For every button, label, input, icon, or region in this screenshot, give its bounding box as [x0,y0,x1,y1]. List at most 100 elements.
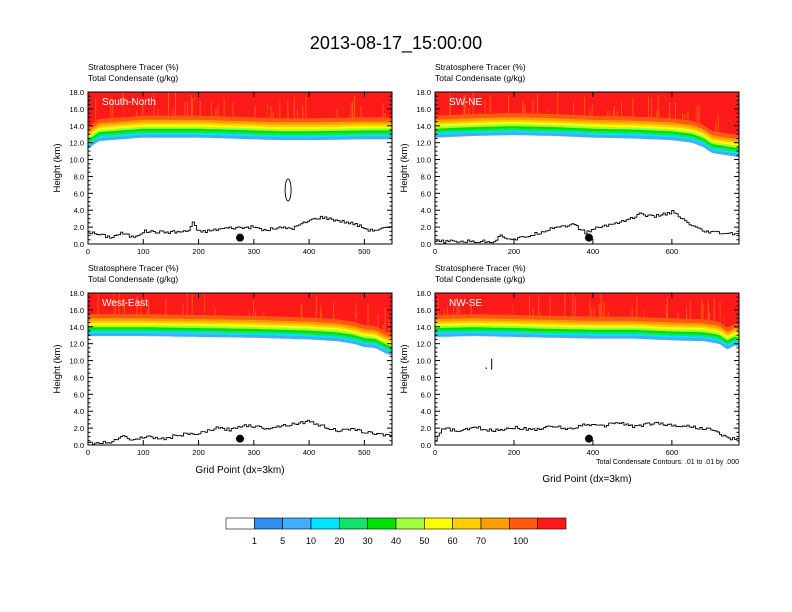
x-tick-label: 300 [248,448,261,457]
x-tick-label: 500 [358,448,371,457]
y-tick-label: 16.0 [69,306,84,315]
y-tick-label: 4.0 [74,407,84,416]
y-tick-label: 14.0 [69,122,84,131]
x-tick-label: 400 [587,247,600,256]
y-tick-label: 12.0 [69,139,84,148]
x-tick-label: 600 [666,247,679,256]
panel-sw-ne: 0.0 2.0 4.0 6.0 8.0 10.0 12.0 14.0 16.0 18.0 0 200 4… [399,62,740,256]
y-tick-label: 14.0 [69,323,84,332]
x-tick-label: 0 [433,247,437,256]
panel-label: SW-NE [449,97,482,108]
colorbar-label: 1 [252,536,257,546]
contour-footnote: Total Condensate Contours: .01 to .01 by… [596,459,739,466]
y-tick-label: 10.0 [416,156,431,165]
plot-area [88,293,392,445]
y-tick-label: 10.0 [416,357,431,366]
panel-nw-se: 0.0 2.0 4.0 6.0 8.0 10.0 12.0 14.0 16.0 18.0 0 200 4… [399,263,740,485]
y-tick-label: 18.0 [416,88,431,97]
y-tick-label: 2.0 [421,223,431,232]
subtitle-condensate: Total Condensate (g/kg) [88,274,178,284]
y-tick-label: 14.0 [416,323,431,332]
y-axis-label: Height (km) [399,143,410,192]
y-tick-label: 16.0 [416,306,431,315]
colorbar-swatch [254,517,283,530]
x-tick-label: 400 [587,448,600,457]
figure-title: 2013-08-17_15:00:00 [309,33,483,53]
colorbar-swatch [367,517,397,530]
subtitle-tracer: Stratosphere Tracer (%) [88,62,179,72]
subtitle-tracer: Stratosphere Tracer (%) [435,62,526,72]
x-tick-label: 100 [137,247,150,256]
x-tick-label: 0 [86,247,90,256]
location-marker [584,434,593,443]
x-tick-label: 200 [192,247,205,256]
plot-area [88,92,392,244]
y-tick-label: 10.0 [69,156,84,165]
plot-area [435,92,739,244]
y-tick-label: 12.0 [69,340,84,349]
x-tick-label: 300 [248,247,261,256]
troposphere-fill [88,336,392,445]
subtitle-condensate: Total Condensate (g/kg) [435,73,525,83]
colorbar-swatch [310,517,340,530]
y-tick-label: 14.0 [416,122,431,131]
y-axis-label: Height (km) [399,344,410,393]
terrain-line [88,215,392,239]
colorbar-swatch [424,517,453,530]
subtitle-condensate: Total Condensate (g/kg) [88,73,178,83]
location-marker [584,233,593,242]
colorbar: 1 5 10 20 30 40 50 60 70 100 [225,517,567,546]
y-tick-label: 0.0 [74,441,84,450]
y-tick-label: 12.0 [416,139,431,148]
y-tick-label: 12.0 [416,340,431,349]
colorbar-swatch [225,517,255,530]
x-tick-label: 200 [508,247,521,256]
y-tick-label: 2.0 [74,223,84,232]
colorbar-swatch [537,517,567,530]
y-tick-label: 6.0 [74,189,84,198]
panel-label: West-East [102,298,148,309]
subtitle-tracer: Stratosphere Tracer (%) [88,263,179,273]
colorbar-swatch [282,517,312,530]
x-axis-label: Grid Point (dx=3km) [195,465,284,476]
subtitle-condensate: Total Condensate (g/kg) [435,274,525,284]
condensate-contour [485,367,488,369]
y-tick-label: 4.0 [421,407,431,416]
y-tick-label: 16.0 [416,105,431,114]
colorbar-label: 10 [306,536,316,546]
y-tick-label: 8.0 [74,373,84,382]
y-tick-label: 2.0 [74,424,84,433]
x-tick-label: 500 [358,247,371,256]
y-tick-label: 6.0 [421,189,431,198]
x-tick-label: 200 [508,448,521,457]
panel-west-east: 0.0 2.0 4.0 6.0 8.0 10.0 12.0 14.0 16.0 18.0 0 100 2… [52,263,393,476]
colorbar-swatch [509,517,538,530]
panel-label: South-North [102,97,156,108]
troposphere-fill [435,336,739,445]
y-tick-label: 8.0 [421,373,431,382]
y-tick-label: 18.0 [69,289,84,298]
x-tick-label: 0 [433,448,437,457]
x-tick-label: 200 [192,448,205,457]
terrain-line [88,419,392,445]
colorbar-swatch [395,517,425,530]
y-tick-label: 18.0 [416,289,431,298]
colorbar-label: 50 [419,536,429,546]
location-marker [236,434,244,443]
colorbar-label: 30 [363,536,373,546]
colorbar-label: 60 [448,536,458,546]
troposphere-fill [88,137,392,244]
troposphere-fill [435,135,739,244]
panel-label: NW-SE [449,298,482,309]
y-axis-label: Height (km) [52,143,63,192]
colorbar-swatch [452,517,482,530]
x-tick-label: 600 [666,448,679,457]
colorbar-swatch [339,517,368,530]
condensate-contour [284,178,292,202]
x-tick-label: 0 [86,448,90,457]
x-tick-label: 400 [303,448,316,457]
panel-south-north: 0.0 2.0 4.0 6.0 8.0 10.0 12.0 14.0 16.0 18.0 0 100 2… [52,62,393,256]
y-tick-label: 18.0 [69,88,84,97]
y-tick-label: 0.0 [74,240,84,249]
x-axis-label: Grid Point (dx=3km) [542,474,631,485]
